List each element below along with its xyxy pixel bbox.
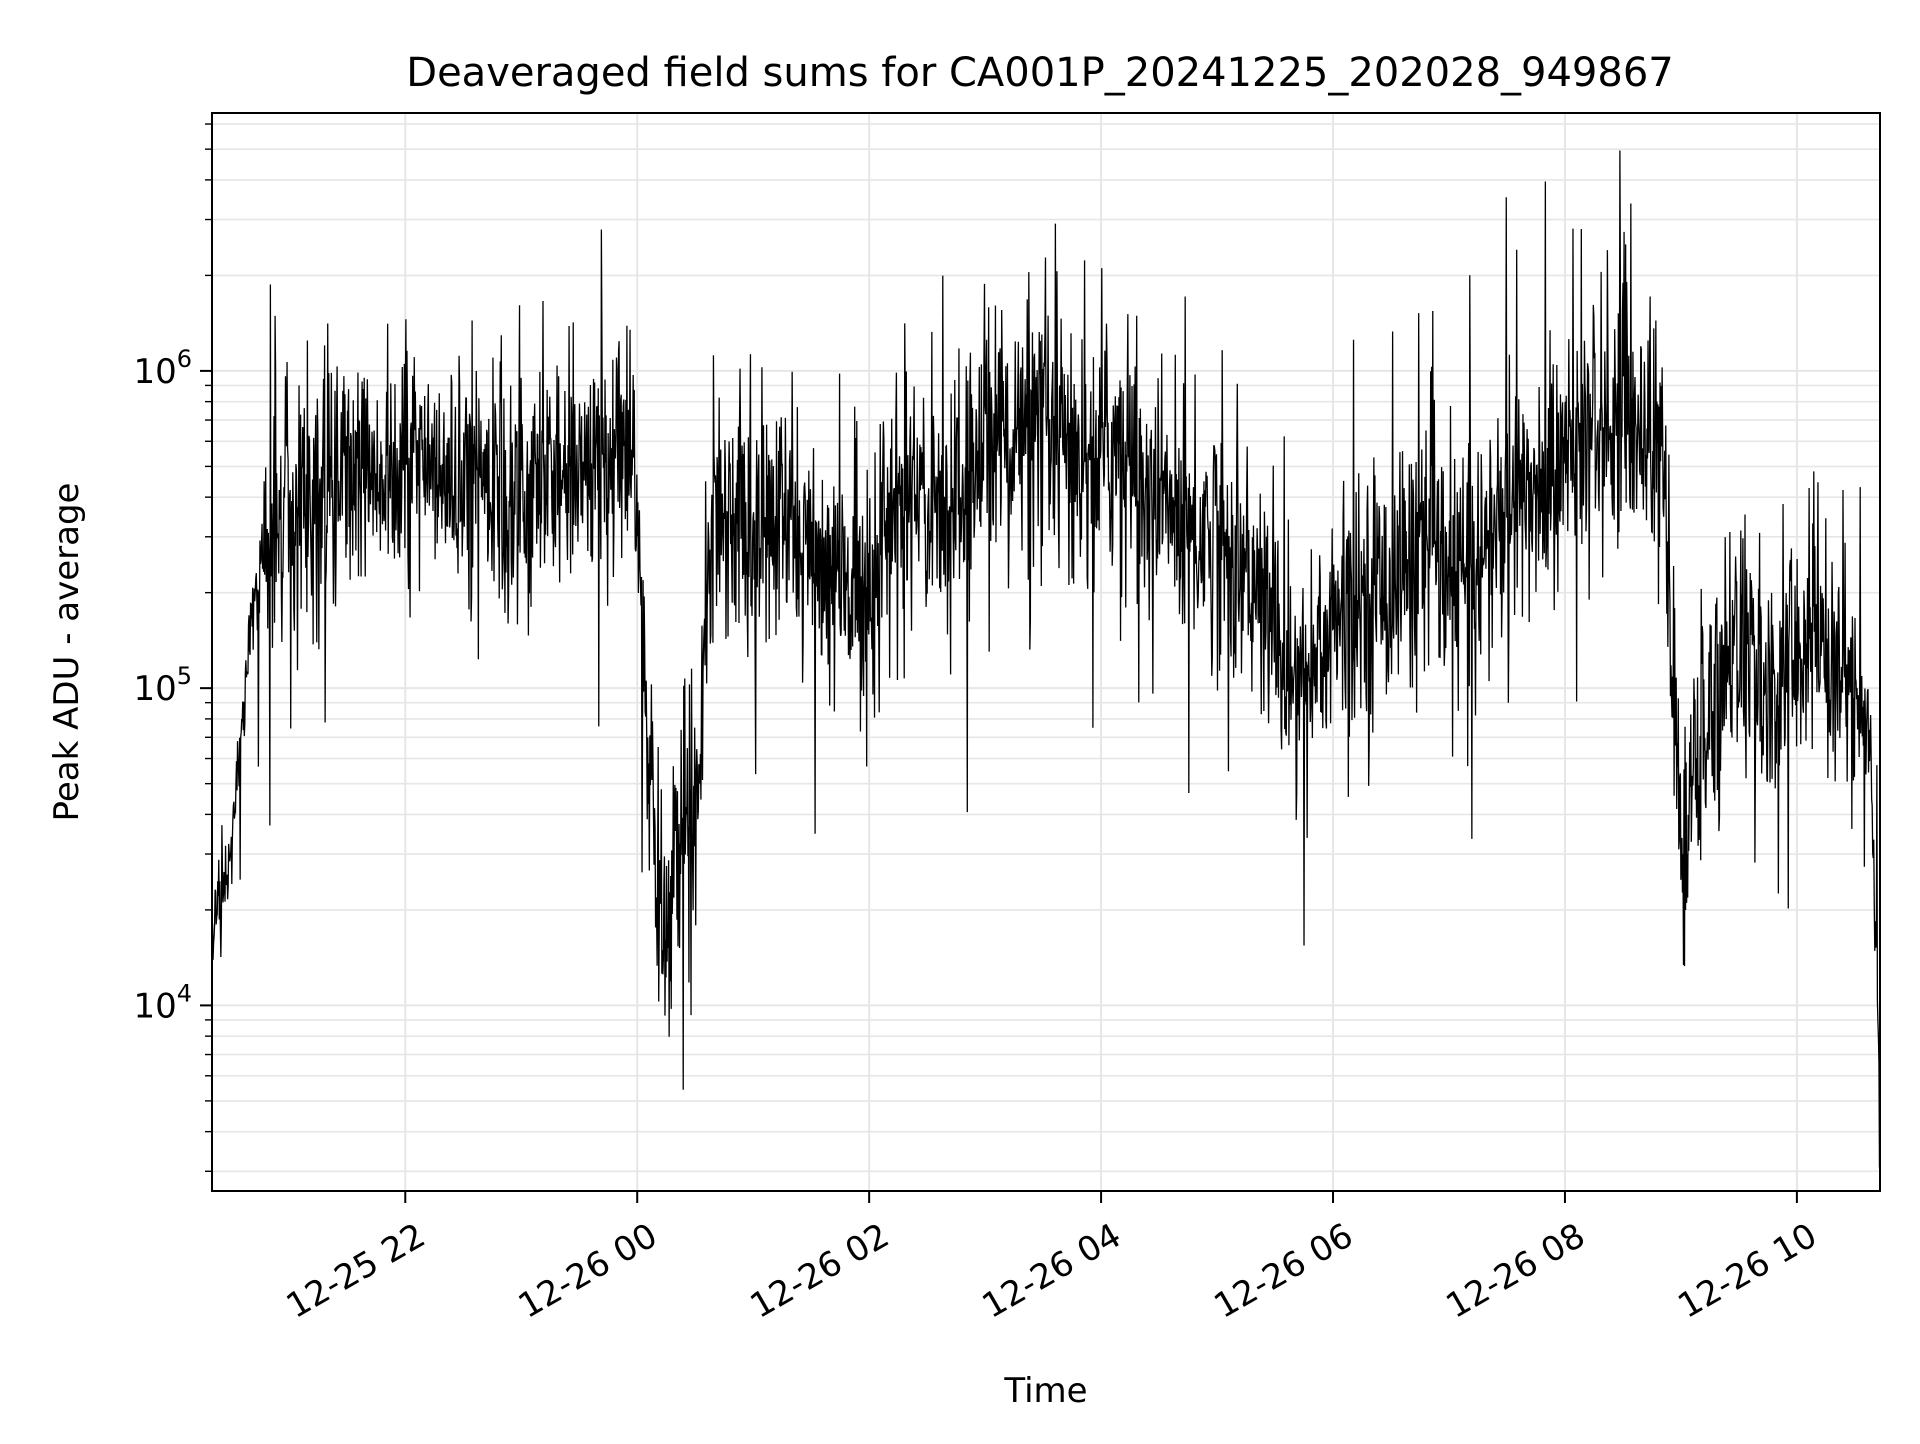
y-tick-label: 106 [133,345,192,392]
plot-frame [211,112,1881,1192]
data-layer [211,150,1881,1168]
x-axis-label: Time [1003,1371,1087,1411]
y-tick-label: 104 [133,979,192,1026]
y-tick-label: 105 [133,662,192,709]
chart-title: Deaveraged field sums for CA001P_2024122… [406,50,1673,96]
series-line [211,150,1881,1168]
y-axis-label: Peak ADU - average [47,483,87,822]
